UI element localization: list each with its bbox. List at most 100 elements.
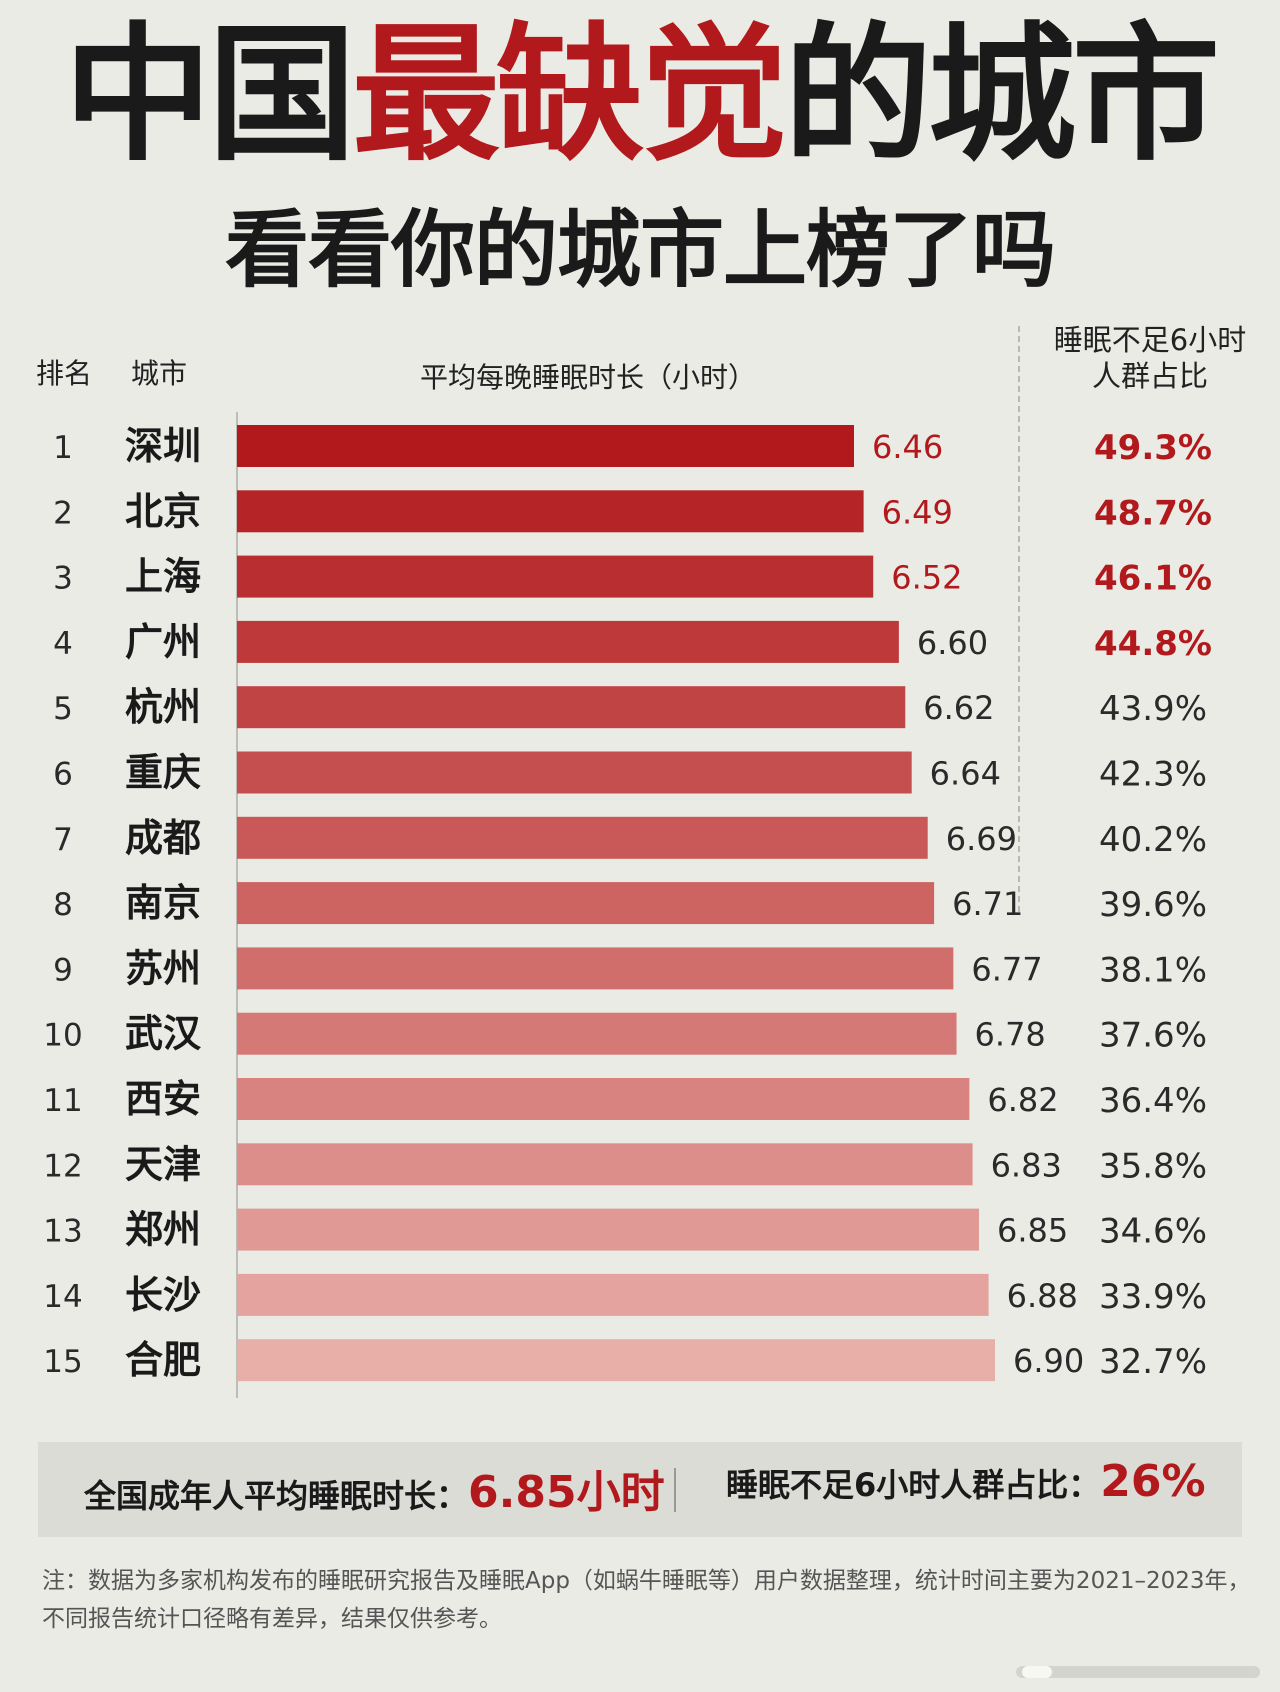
- share-label: 37.6%: [1099, 1016, 1207, 1056]
- share-label: 49.3%: [1094, 428, 1212, 468]
- summary-separator: [674, 1468, 676, 1512]
- bar: [237, 816, 928, 859]
- bar: [237, 882, 935, 925]
- rank-label: 8: [53, 887, 73, 923]
- city-column-header: 城市: [131, 357, 188, 390]
- value-label: 6.60: [917, 624, 988, 662]
- bar: [237, 490, 864, 533]
- value-label: 6.62: [923, 689, 994, 727]
- share-label: 35.8%: [1099, 1146, 1207, 1186]
- summary-panel: 全国成年人平均睡眠时长：6.85小时 睡眠不足6小时人群占比：26%: [38, 1442, 1242, 1537]
- short-sleep-value: 26%: [1100, 1456, 1206, 1507]
- title-part-2: 的城市: [784, 9, 1220, 181]
- rank-label: 9: [53, 952, 73, 988]
- rank-label: 2: [53, 495, 73, 531]
- city-label: 重庆: [125, 751, 201, 795]
- chart-title: 中国最缺觉的城市: [0, 10, 1280, 180]
- share-label: 39.6%: [1099, 885, 1207, 925]
- share-label: 33.9%: [1099, 1277, 1207, 1317]
- city-label: 成都: [125, 816, 201, 860]
- value-label: 6.69: [946, 820, 1017, 858]
- bar: [237, 1273, 989, 1316]
- city-label: 郑州: [125, 1208, 201, 1252]
- share-column-header: 睡眠不足6小时 人群占比: [1030, 322, 1270, 394]
- rank-label: 13: [43, 1214, 82, 1250]
- chart-subtitle: 看看你的城市上榜了吗: [224, 201, 1056, 299]
- bar: [237, 425, 854, 467]
- horizontal-scrollbar[interactable]: [1016, 1666, 1260, 1678]
- value-label: 6.78: [975, 1016, 1046, 1054]
- rank-label: 14: [43, 1279, 82, 1315]
- value-label: 6.71: [952, 885, 1023, 923]
- rank-label: 12: [43, 1148, 82, 1184]
- bar: [237, 1208, 979, 1251]
- bar: [237, 1143, 973, 1186]
- bar: [237, 1339, 995, 1382]
- city-label: 长沙: [125, 1273, 201, 1317]
- bar: [237, 686, 906, 729]
- share-label: 36.4%: [1099, 1081, 1207, 1121]
- value-label: 6.49: [882, 493, 953, 531]
- share-label: 32.7%: [1099, 1342, 1207, 1382]
- value-label: 6.46: [872, 428, 943, 466]
- footnote: 注：数据为多家机构发布的睡眠研究报告及睡眠App（如蜗牛睡眠等）用户数据整理，统…: [42, 1562, 1252, 1638]
- scrollbar-thumb[interactable]: [1022, 1666, 1052, 1678]
- rank-label: 4: [53, 626, 73, 662]
- city-label: 深圳: [125, 424, 201, 468]
- bar: [237, 947, 954, 990]
- city-label: 杭州: [125, 685, 201, 729]
- city-label: 苏州: [125, 946, 201, 990]
- bar: [237, 1078, 970, 1120]
- footnote-line-2: 不同报告统计口径略有差异，结果仅供参考。: [42, 1606, 502, 1632]
- value-label: 6.77: [971, 950, 1042, 988]
- short-sleep-summary: 睡眠不足6小时人群占比：26%: [726, 1456, 1206, 1507]
- city-label: 武汉: [125, 1012, 202, 1056]
- share-label: 38.1%: [1099, 950, 1207, 990]
- rank-label: 15: [43, 1344, 82, 1380]
- value-label: 6.83: [991, 1146, 1062, 1184]
- city-label: 合肥: [125, 1338, 201, 1382]
- share-label: 48.7%: [1094, 493, 1212, 533]
- rank-label: 11: [43, 1083, 82, 1119]
- share-label: 34.6%: [1099, 1212, 1207, 1252]
- city-label: 北京: [125, 489, 201, 533]
- average-sleep-label: 全国成年人平均睡眠时长：: [84, 1477, 469, 1515]
- rank-label: 3: [53, 561, 73, 597]
- share-header-line-2: 人群占比: [1091, 359, 1208, 393]
- bar: [237, 555, 874, 598]
- value-label: 6.64: [930, 755, 1001, 793]
- average-sleep-value: 6.85小时: [468, 1467, 665, 1518]
- share-label: 46.1%: [1094, 559, 1212, 599]
- short-sleep-label: 睡眠不足6小时人群占比：: [726, 1466, 1101, 1504]
- rank-label: 1: [53, 430, 73, 466]
- share-label: 42.3%: [1099, 755, 1207, 795]
- city-label: 天津: [125, 1142, 201, 1186]
- rank-column-header: 排名: [36, 357, 93, 390]
- title-part-1: 中国: [64, 9, 356, 181]
- city-label: 南京: [125, 881, 201, 925]
- city-label: 广州: [125, 620, 201, 664]
- value-label: 6.88: [1007, 1277, 1078, 1315]
- city-label: 上海: [125, 555, 201, 599]
- value-label: 6.85: [997, 1212, 1068, 1250]
- average-sleep-summary: 全国成年人平均睡眠时长：6.85小时: [84, 1456, 665, 1520]
- bar: [237, 620, 899, 663]
- rank-label: 5: [53, 691, 73, 727]
- bar-axis-header: 平均每晚睡眠时长（小时）: [420, 361, 757, 394]
- rank-label: 10: [43, 1018, 82, 1054]
- value-label: 6.82: [987, 1081, 1058, 1119]
- column-divider: [1018, 326, 1020, 912]
- share-label: 40.2%: [1099, 820, 1207, 860]
- bar: [237, 1012, 957, 1055]
- value-label: 6.90: [1013, 1342, 1084, 1380]
- share-label: 44.8%: [1094, 624, 1212, 664]
- rank-label: 7: [53, 822, 73, 858]
- share-header-line-1: 睡眠不足6小时: [1053, 323, 1247, 357]
- city-label: 西安: [125, 1077, 201, 1121]
- title-accent: 最缺觉: [352, 9, 788, 181]
- value-label: 6.52: [891, 559, 962, 597]
- share-label: 43.9%: [1099, 689, 1207, 729]
- rank-label: 6: [53, 757, 73, 793]
- bar-chart: 1 深圳 6.46 49.3% 2 北京 6.49 48.7% 3 上海 6.52 46.1% 4 广州 6…: [43, 424, 1212, 1382]
- footnote-line-1: 注：数据为多家机构发布的睡眠研究报告及睡眠App（如蜗牛睡眠等）用户数据整理，统…: [42, 1568, 1251, 1594]
